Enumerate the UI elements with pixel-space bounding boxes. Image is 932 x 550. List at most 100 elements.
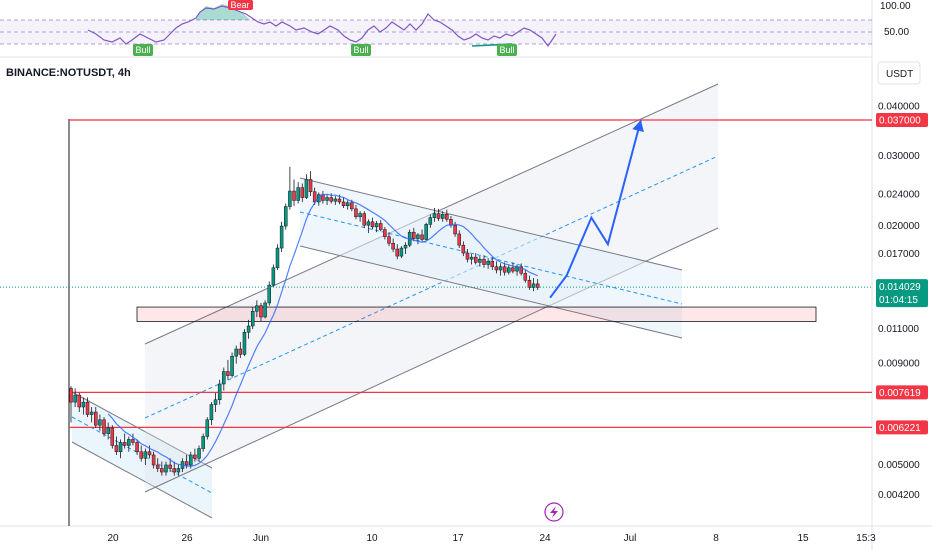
candle-body-67 [345, 202, 350, 206]
candle-body-103 [494, 266, 499, 271]
rsi-signal-bear: Bear [228, 0, 253, 10]
candle-body-24 [168, 464, 172, 469]
candle-body-16 [135, 442, 139, 452]
price-tick-label-3: 0.020000 [878, 221, 920, 232]
level-label-2: 0.006221 [879, 423, 921, 434]
candle-body-55 [296, 187, 300, 201]
candle-body-62 [325, 197, 329, 201]
candle-body-0 [69, 388, 73, 403]
candle-body-65 [337, 198, 342, 203]
candle-body-29 [189, 454, 193, 466]
candle-body-91 [445, 214, 449, 220]
candle-body-12 [118, 442, 123, 452]
candle-body-23 [164, 464, 168, 473]
candle-body-40 [234, 348, 238, 357]
current-price-label-bg [876, 279, 928, 308]
candle-body-96 [465, 252, 470, 260]
time-tick-label-2: Jun [253, 533, 269, 544]
time-tick-label-0: 20 [107, 533, 119, 544]
rsi-level-100: 100.00 [880, 1, 911, 12]
candle-body-94 [457, 233, 461, 246]
candle-body-73 [370, 221, 375, 228]
candle-body-47 [263, 302, 267, 318]
flash-icon[interactable] [544, 502, 564, 522]
time-axis-ticks[interactable]: 20 26 Jun 10 17 24 Jul 8 15 15:3 [107, 533, 876, 544]
candle-body-74 [374, 223, 379, 228]
price-tick-label-1: 0.030000 [878, 151, 920, 162]
candle-body-2 [77, 394, 82, 408]
drawings-layer [68, 83, 719, 526]
candle-body-57 [304, 179, 309, 198]
candle-body-28 [184, 461, 189, 466]
candle-body-109 [519, 266, 523, 274]
price-tick-label-4: 0.017000 [878, 249, 920, 260]
early-descending-channel-lines-lower [71, 441, 213, 519]
candle-body-100 [482, 258, 486, 265]
candle-body-79 [395, 248, 400, 257]
descending-channel-lower [299, 245, 683, 339]
candle-body-104 [498, 266, 503, 271]
ascending-channel-fill [145, 84, 718, 492]
candle-body-6 [94, 411, 98, 426]
candle-body-52 [284, 206, 288, 227]
candle-body-84 [416, 234, 420, 239]
candle-body-38 [226, 371, 230, 376]
time-tick-label-9: 15:3 [856, 533, 876, 544]
candle-body-107 [511, 267, 515, 272]
candle-body-51 [279, 225, 284, 249]
candle-body-86 [424, 224, 428, 240]
candle-body-105 [502, 266, 507, 273]
candle-body-90 [440, 214, 445, 219]
rsi-signal-bull-2-label: Bull [353, 45, 368, 55]
candle-body-81 [403, 244, 408, 249]
candle-body-97 [469, 256, 474, 260]
current-price-label: 0.014029 [879, 282, 921, 293]
candle-body-66 [341, 201, 346, 206]
time-tick-label-5: 24 [539, 533, 551, 544]
candle-body-85 [420, 234, 424, 240]
candle-body-34 [209, 404, 214, 421]
rsi-panel: Bull Bear Bull Bull 100.00 50.00 [0, 0, 911, 56]
candle-body-14 [127, 439, 131, 446]
price-axis-panel[interactable] [872, 0, 932, 550]
candle-body-56 [300, 187, 305, 198]
price-tick-label-6: 0.009000 [878, 359, 920, 370]
level-label-0: 0.037000 [879, 116, 921, 127]
descending-channel-upper [299, 177, 683, 271]
projected-price-path [549, 119, 642, 299]
rsi-signal-bull-3-label: Bull [499, 45, 514, 55]
candle-body-7 [98, 419, 102, 426]
level-label-bg-1 [876, 385, 928, 400]
candle-body-8 [102, 419, 106, 434]
rsi-signal-bull-1: Bull [133, 44, 153, 56]
candle-body-68 [350, 202, 354, 210]
price-tick-label-2: 0.024000 [878, 190, 920, 201]
price-axis-level-labels: 0.037000 0.007619 0.006221 0.014029 01:04:15 [876, 113, 928, 435]
horizontal-levels [69, 119, 872, 428]
candle-body-64 [333, 198, 338, 202]
candle-body-77 [387, 236, 391, 244]
candle-body-50 [275, 247, 280, 269]
candle-body-19 [147, 451, 152, 456]
rsi-signal-bull-1-label: Bull [135, 45, 150, 55]
ascending-channel-mid [144, 155, 719, 419]
candle-body-78 [391, 242, 395, 250]
candle-body-75 [379, 223, 383, 230]
candle-body-111 [527, 280, 532, 288]
candle-body-9 [106, 427, 110, 434]
time-tick-label-6: Jul [624, 533, 637, 544]
candle-body-49 [271, 267, 276, 286]
candle-body-18 [143, 451, 148, 459]
candle-body-22 [160, 468, 164, 473]
candle-body-87 [428, 217, 433, 225]
candle-body-37 [222, 371, 226, 385]
candle-body-48 [267, 284, 271, 304]
candle-body-1 [73, 394, 77, 403]
candle-body-89 [436, 213, 441, 219]
currency-button[interactable] [877, 61, 921, 85]
time-tick-label-3: 10 [366, 533, 378, 544]
rsi-level-50: 50.00 [884, 27, 909, 38]
moving-average-line [107, 193, 538, 467]
descending-channel-mid [299, 211, 683, 305]
candle-body-25 [172, 468, 176, 473]
